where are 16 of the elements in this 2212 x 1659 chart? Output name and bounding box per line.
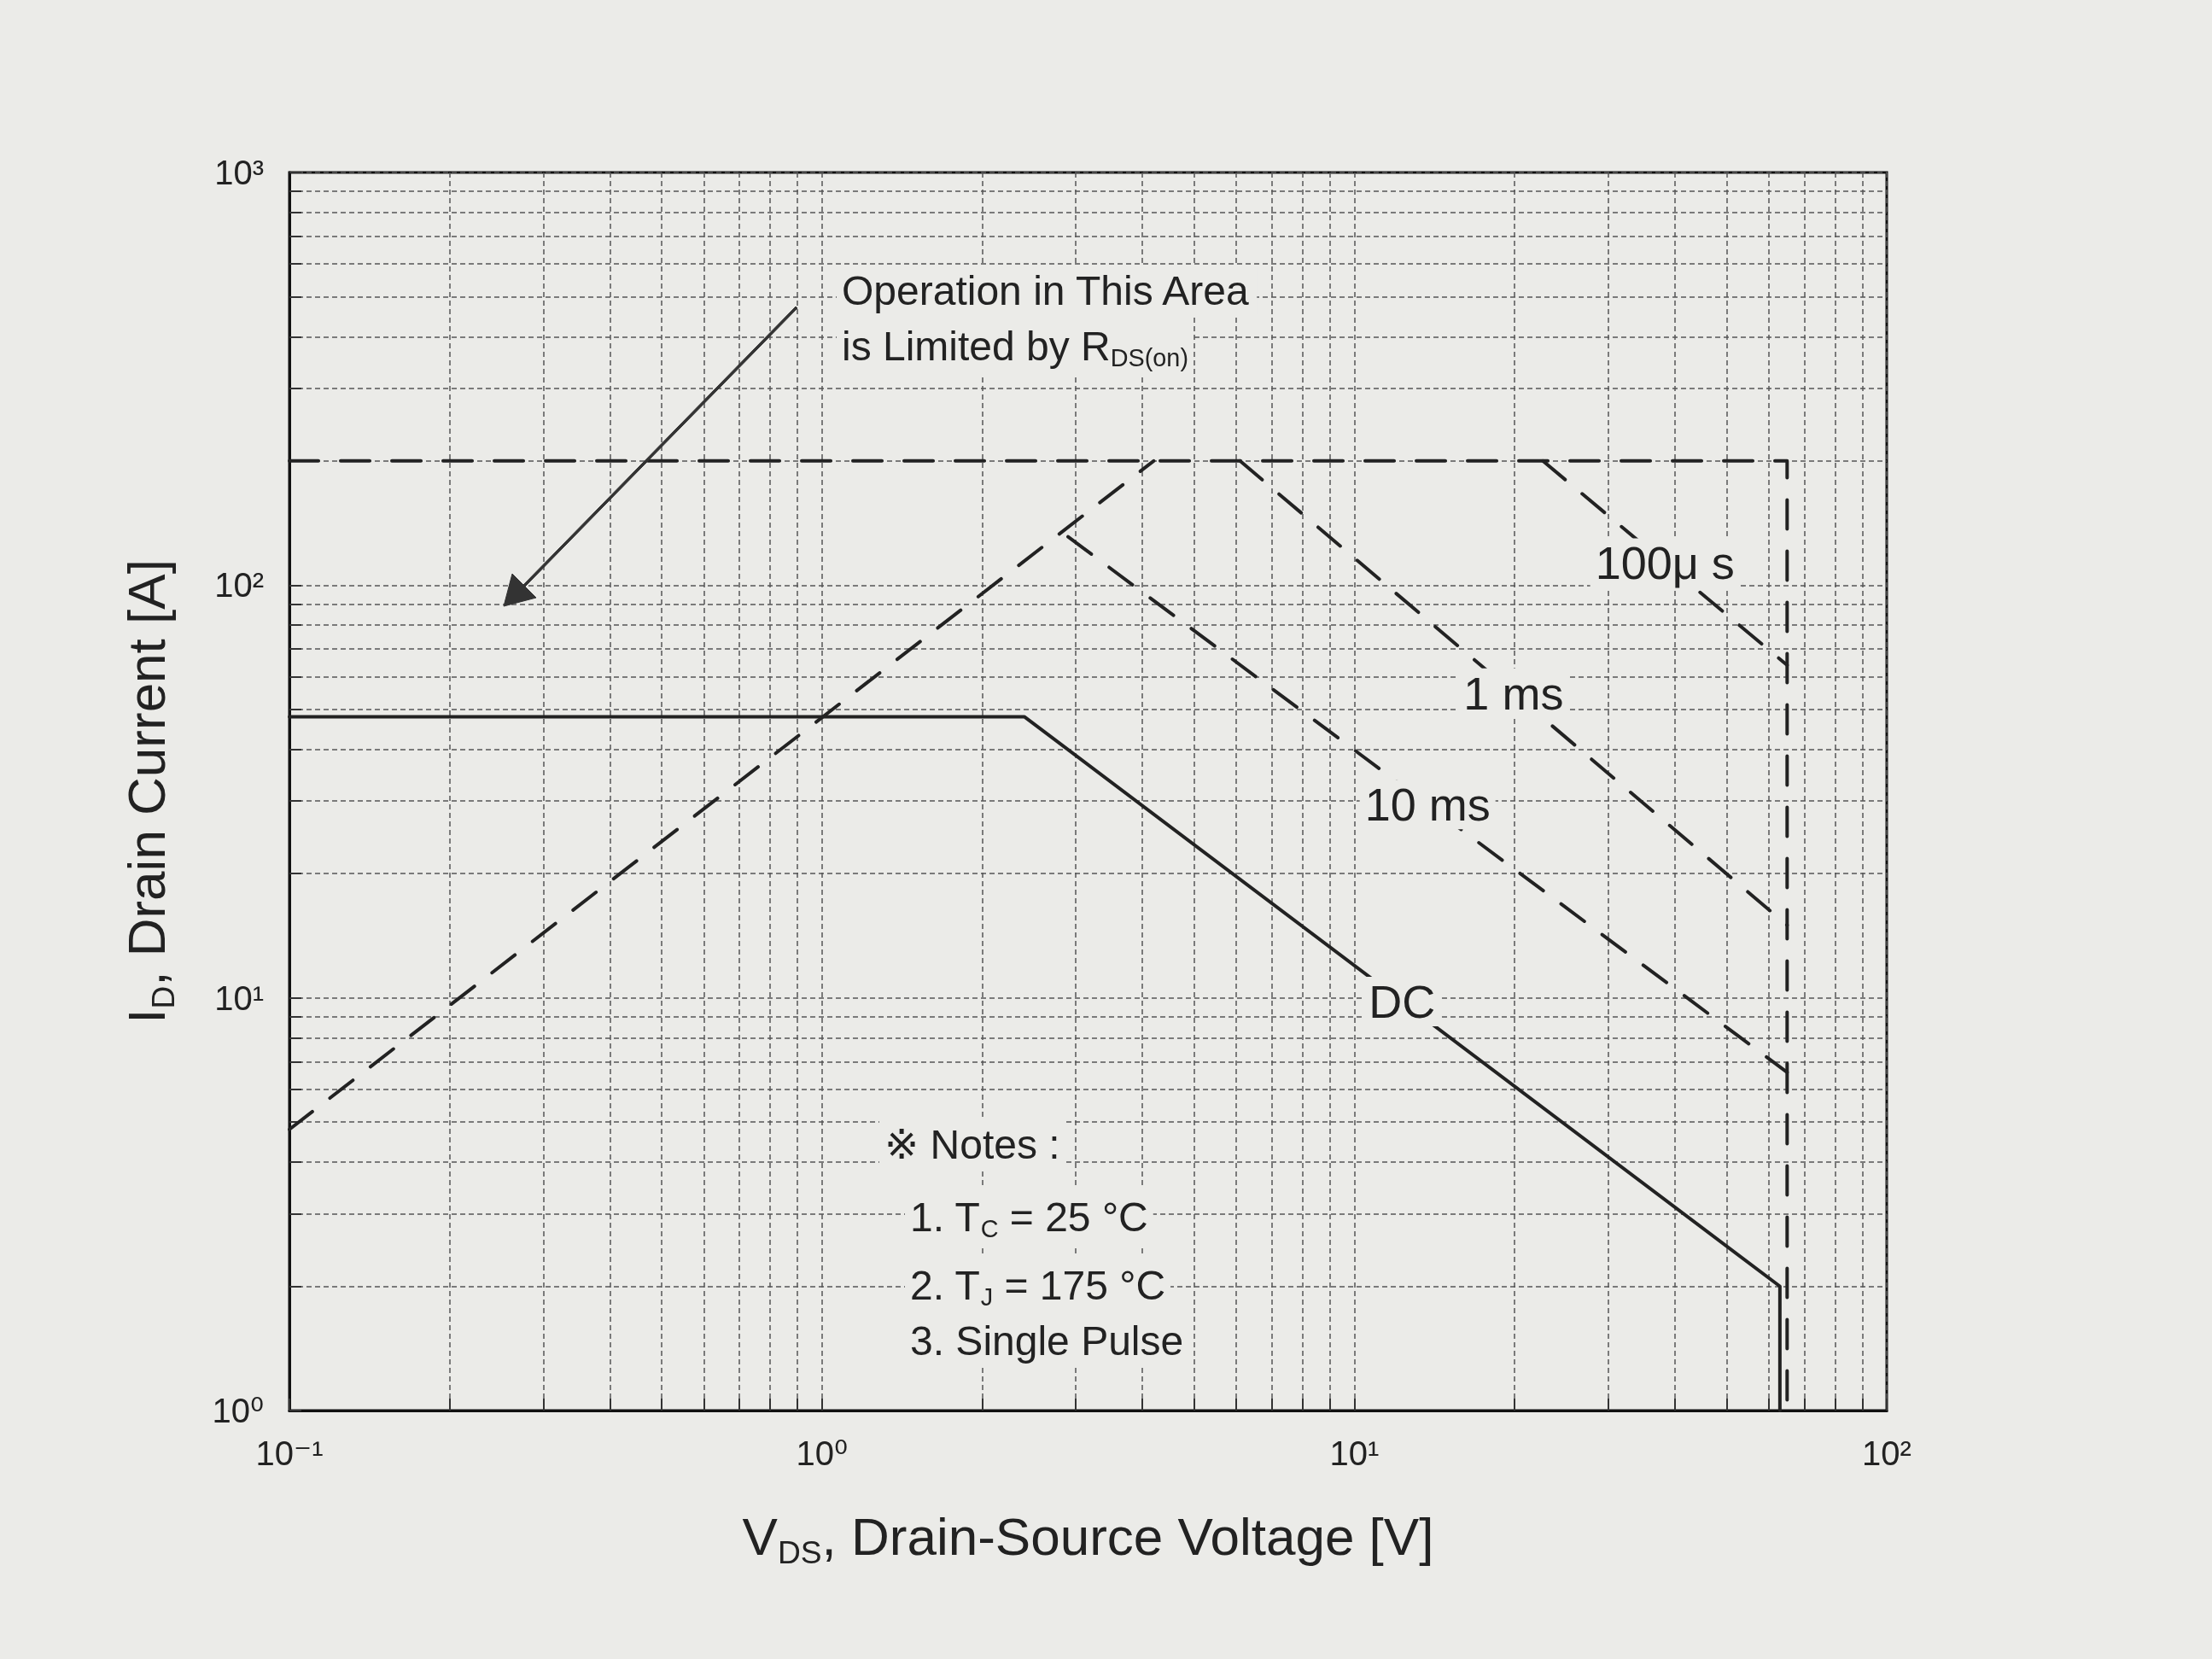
annotation: ※ Notes : [884, 1121, 1060, 1167]
series-label: 100μ s [1595, 537, 1735, 589]
series-label: 1 ms [1463, 667, 1564, 719]
y-tick-label: 10² [214, 566, 264, 605]
series-label: 10 ms [1364, 779, 1491, 831]
x-tick-label: 10² [1862, 1434, 1911, 1472]
x-tick-label: 10¹ [1329, 1434, 1380, 1472]
y-tick-label: 10⁰ [212, 1392, 264, 1429]
annotation: 3. Single Pulse [910, 1317, 1184, 1364]
x-tick-label: 10⁰ [796, 1434, 848, 1472]
x-tick-label: 10⁻¹ [255, 1434, 324, 1472]
series-label: DC [1369, 975, 1436, 1027]
annotation: Operation in This Area [842, 267, 1250, 313]
y-tick-label: 10³ [214, 154, 264, 191]
y-axis-title: ID, Drain Current [A] [117, 559, 181, 1024]
y-tick-label: 10¹ [214, 978, 264, 1017]
